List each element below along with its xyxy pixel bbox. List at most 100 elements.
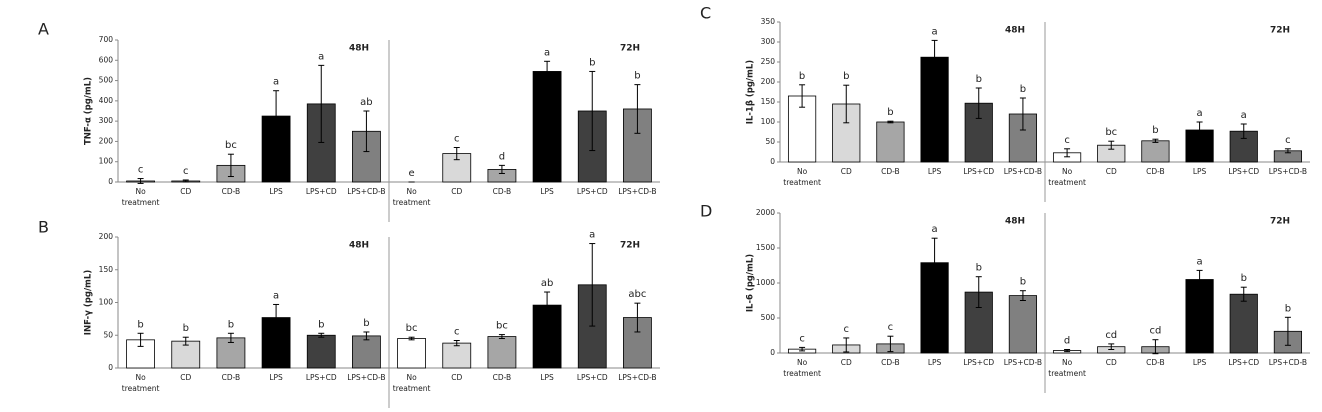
x-label-box: CD-B (881, 167, 900, 176)
error-bar (843, 337, 850, 353)
error-bar (1064, 148, 1071, 158)
significance-letter: a (1241, 110, 1247, 121)
significance-letter: a (1197, 256, 1203, 267)
bar (920, 56, 949, 163)
significance-letter: abc (628, 289, 646, 300)
error-bar (273, 303, 280, 332)
error-bar (227, 332, 234, 343)
x-tick-label: CD (451, 187, 463, 196)
group-label: 48H (349, 44, 369, 54)
x-label-box: CD (451, 373, 462, 382)
error-bar (453, 339, 460, 347)
error-bar (363, 331, 370, 341)
y-tick-label: 200 (99, 136, 114, 145)
error-bar (931, 237, 938, 288)
bar (1185, 279, 1214, 354)
x-tick-label: LPS+CD (576, 373, 608, 382)
error-bar (843, 84, 850, 124)
significance-letter: d (499, 151, 505, 162)
x-label-box: LPS+CD-B (1269, 358, 1307, 367)
y-tick-label: 100 (99, 157, 114, 166)
x-label-box: LPS+CD-B (1268, 167, 1308, 176)
y-tick-label: 200 (761, 77, 776, 86)
x-label-box: LPS (928, 167, 941, 176)
x-label-box: No treatment (783, 167, 821, 187)
y-tick-label: 0 (770, 348, 775, 357)
x-label-box: No treatment (393, 373, 431, 393)
bar (876, 121, 905, 163)
error-bar (1196, 121, 1203, 139)
significance-letter: b (843, 71, 849, 82)
x-tick-label: CD-B (492, 187, 512, 196)
error-bar (931, 39, 938, 75)
significance-letter: b (318, 319, 324, 330)
significance-letter: a (273, 77, 279, 88)
x-label-box: No treatment (1048, 167, 1086, 188)
x-label-box: LPS (540, 373, 554, 382)
significance-letter: a (589, 230, 595, 241)
x-tick-label: LPS+CD-B (618, 373, 657, 382)
x-label-box: CD-B (222, 187, 241, 196)
x-tick-label: CD (840, 167, 852, 176)
significance-letter: bc (1105, 127, 1117, 138)
error-bar (1064, 349, 1071, 353)
bar (532, 71, 562, 183)
significance-letter: c (454, 326, 460, 337)
significance-letter: b (634, 71, 640, 82)
x-tick-label: CD (1105, 358, 1117, 367)
error-bar (137, 178, 144, 184)
error-bar (799, 346, 806, 352)
significance-letter: b (137, 319, 143, 330)
x-tick-label: LPS (1192, 167, 1207, 176)
significance-letter: b (228, 319, 234, 330)
significance-letter: b (976, 263, 982, 274)
bar (1185, 129, 1214, 163)
x-label-box: LPS+CD (1228, 358, 1259, 367)
y-tick-label: 0 (770, 157, 775, 166)
error-bar (975, 276, 982, 308)
x-tick-label: LPS+CD-B (347, 373, 386, 382)
x-tick-label: No treatment (392, 187, 431, 208)
x-tick-label: LPS+CD (963, 167, 995, 176)
error-bar (1019, 97, 1026, 131)
x-label-box: LPS (269, 187, 282, 196)
bar (442, 342, 472, 369)
x-label-box: CD (180, 373, 191, 382)
significance-letter: c (1064, 135, 1070, 146)
x-tick-label: LPS+CD-B (1268, 167, 1308, 176)
x-label-box: LPS (269, 373, 283, 382)
x-tick-label: LPS+CD (1228, 167, 1260, 176)
significance-letter: e (409, 168, 415, 179)
significance-letter: b (1020, 84, 1026, 95)
x-label-box: CD-B (222, 373, 241, 382)
x-tick-label: No treatment (1048, 167, 1086, 188)
x-tick-label: LPS (269, 373, 283, 382)
bar (1229, 293, 1258, 354)
x-label-box: LPS+CD (963, 167, 995, 176)
error-bar (1196, 269, 1203, 290)
error-bar (544, 60, 551, 83)
x-tick-label: LPS+CD-B (618, 187, 657, 196)
error-bar (1284, 148, 1291, 154)
y-tick-label: 0 (108, 363, 113, 372)
x-label-box: CD (841, 358, 852, 367)
x-label-box: CD-B (1146, 358, 1165, 367)
significance-letter: a (932, 26, 938, 37)
y-axis-label: IL-6 (pg/mL) (746, 254, 756, 312)
error-bar (544, 291, 551, 319)
y-tick-label: 2000 (756, 208, 775, 217)
x-tick-label: LPS (540, 373, 554, 382)
group-label: 72H (620, 44, 640, 54)
x-label-box: LPS (1192, 167, 1207, 176)
error-bar (1108, 140, 1115, 150)
bar (487, 336, 517, 369)
significance-letter: c (183, 166, 189, 177)
y-tick-label: 50 (103, 330, 113, 339)
x-label-box: No treatment (783, 358, 821, 378)
error-bar (1019, 290, 1026, 301)
x-label-box: LPS+CD-B (1004, 358, 1042, 367)
error-bar (887, 120, 894, 124)
significance-letter: cd (1105, 330, 1117, 341)
significance-letter: b (363, 318, 369, 329)
panel-label: B (38, 218, 49, 237)
